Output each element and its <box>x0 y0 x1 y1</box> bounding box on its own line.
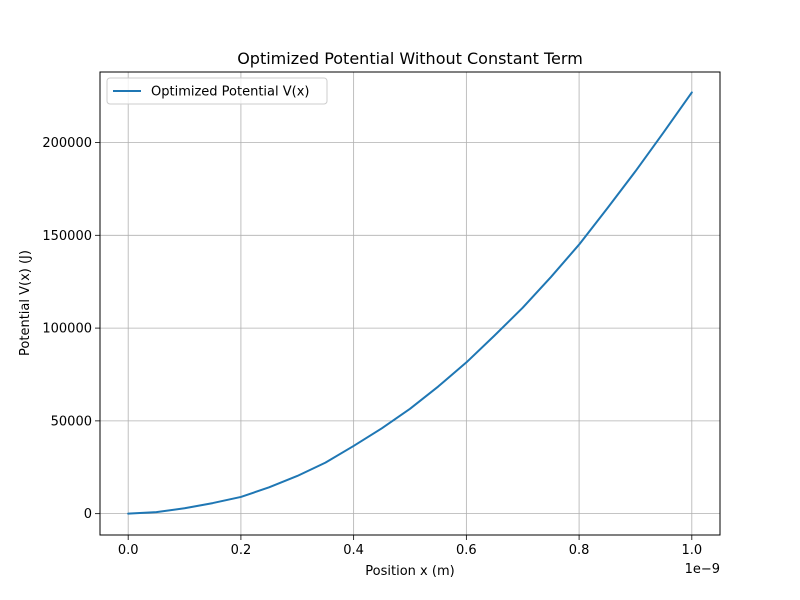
legend: Optimized Potential V(x) <box>106 77 328 105</box>
series-line-optimized-potential <box>127 91 693 515</box>
x-tick-label: 0.8 <box>569 543 590 558</box>
y-axis-label: Potential V(x) (J) <box>18 250 33 356</box>
y-tick-label: 0 <box>84 507 92 522</box>
x-tick-label: 0.6 <box>456 543 477 558</box>
x-tick-label: 1.0 <box>681 543 702 558</box>
chart-title: Optimized Potential Without Constant Ter… <box>237 49 583 68</box>
plot-frame <box>99 71 721 536</box>
x-axis-offset-label: 1e−9 <box>685 562 720 577</box>
grid-lines <box>100 72 720 535</box>
y-tick-label: 150000 <box>42 229 92 244</box>
legend-box <box>106 77 328 105</box>
y-tick-label: 50000 <box>51 414 92 429</box>
tick-layer: 0.0 0.2 0.4 0.6 0.8 1.0 0 50000 100000 150000 2000… <box>42 136 702 558</box>
x-axis-label: Position x (m) <box>365 564 454 579</box>
x-tick-label: 0.0 <box>118 543 139 558</box>
x-tick-label: 0.2 <box>231 543 252 558</box>
series-layer <box>127 91 693 515</box>
legend-label: Optimized Potential V(x) <box>151 85 310 100</box>
x-tick-label: 0.4 <box>343 543 364 558</box>
y-tick-label: 200000 <box>42 136 92 151</box>
y-tick-label: 100000 <box>42 322 92 337</box>
